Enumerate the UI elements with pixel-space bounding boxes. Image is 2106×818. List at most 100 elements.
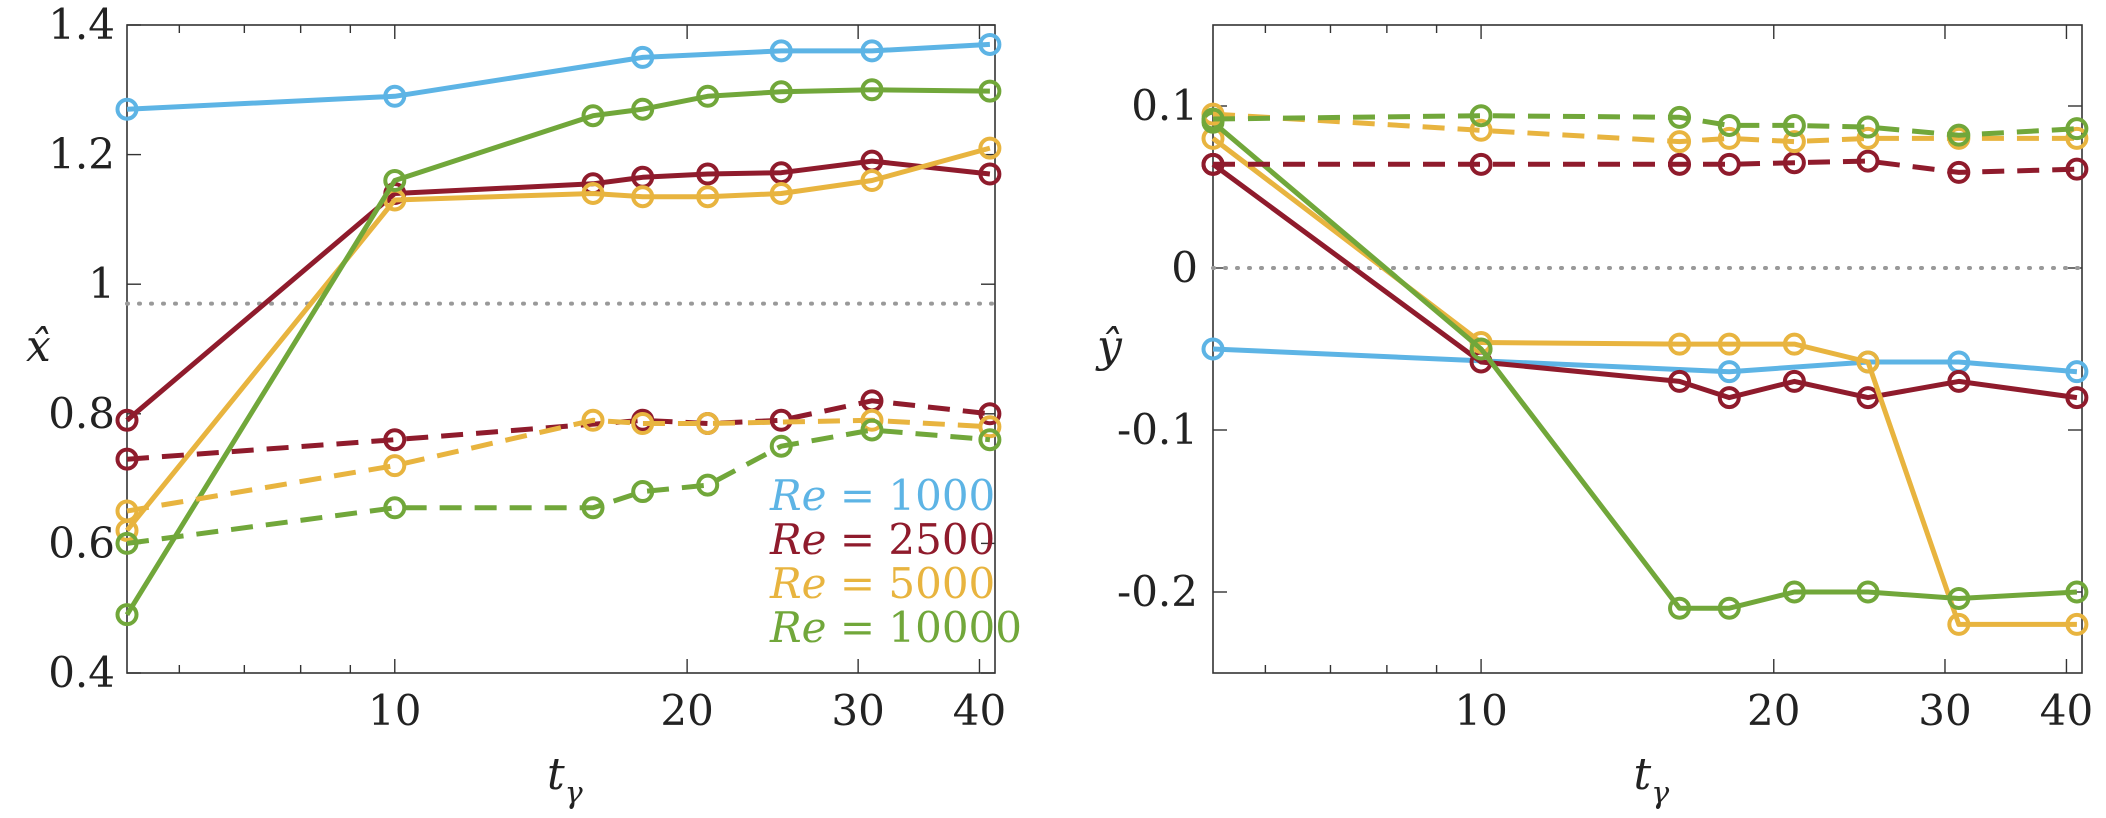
right-point-re5000-dashed bbox=[1717, 126, 1741, 150]
left-point-re5000-solid bbox=[978, 136, 1002, 160]
right-point-re5000-dashed bbox=[1668, 130, 1692, 154]
left-series-re5000-solid bbox=[125, 145, 991, 532]
right-series-re5000-solid bbox=[1211, 136, 2077, 627]
legend-value: = 2500 bbox=[826, 515, 995, 564]
left-point-re10000-dashed bbox=[978, 428, 1002, 452]
legend-entry-re5000: Re = 5000 bbox=[769, 559, 995, 608]
right-series-re2500-solid bbox=[1211, 162, 2078, 401]
right-point-re5000-solid bbox=[2065, 612, 2089, 636]
left-xtick-label: 10 bbox=[368, 686, 421, 735]
right-ytick-label: 0 bbox=[1171, 243, 1198, 292]
chart-right-y-hat: 10 20 30 40 -0.2 -0.1 0 0.1 ŷ tγ bbox=[1095, 24, 2093, 811]
left-point-re10000-dashed bbox=[696, 473, 720, 497]
right-point-re5000-solid bbox=[1947, 612, 1971, 636]
left-series-re1000-solid bbox=[126, 41, 991, 112]
legend-value: = 10000 bbox=[826, 603, 1022, 652]
left-series-re10000-solid bbox=[124, 87, 990, 617]
right-point-re5000-dashed bbox=[1782, 130, 1806, 154]
left-point-re10000-solid bbox=[860, 78, 884, 102]
left-point-re1000-solid bbox=[631, 45, 655, 69]
left-ytick-label: 1 bbox=[88, 259, 115, 308]
left-series-re2500-solid bbox=[125, 158, 991, 423]
legend-entry-re1000: Re = 1000 bbox=[769, 471, 995, 520]
right-axes-frame bbox=[1212, 24, 2083, 674]
left-point-re10000-dashed bbox=[581, 496, 605, 520]
right-point-re2500-dashed bbox=[1201, 152, 1225, 176]
left-point-re5000-dashed bbox=[115, 499, 139, 523]
right-point-re10000-dashed bbox=[1717, 113, 1741, 137]
legend-var: Re bbox=[769, 471, 826, 520]
left-point-re10000-dashed bbox=[383, 496, 407, 520]
right-point-re10000-solid bbox=[1782, 580, 1806, 604]
left-ytick-label: 0.8 bbox=[48, 389, 115, 438]
left-point-re5000-solid bbox=[696, 185, 720, 209]
right-point-re2500-dashed bbox=[1856, 149, 1880, 173]
legend-var: Re bbox=[769, 515, 826, 564]
right-point-re5000-solid bbox=[1856, 350, 1880, 374]
right-point-re5000-dashed bbox=[1469, 118, 1493, 142]
left-point-re5000-solid bbox=[860, 169, 884, 193]
right-point-re5000-dashed bbox=[2065, 126, 2089, 150]
left-point-re1000-solid bbox=[115, 97, 139, 121]
right-point-re10000-solid bbox=[1856, 580, 1880, 604]
left-series-re2500-dashed bbox=[126, 398, 991, 462]
right-xtick-label: 40 bbox=[2040, 686, 2093, 735]
left-ylabel: x̂ bbox=[26, 321, 51, 372]
legend-value: = 5000 bbox=[826, 559, 995, 608]
legend-value: = 1000 bbox=[826, 471, 995, 520]
left-point-re5000-solid bbox=[769, 181, 793, 205]
left-point-re5000-solid bbox=[581, 181, 605, 205]
right-point-re5000-solid bbox=[1717, 332, 1741, 356]
right-point-re10000-dashed bbox=[1668, 105, 1692, 129]
left-ytick-label: 0.6 bbox=[48, 518, 115, 567]
right-point-re10000-dashed bbox=[1947, 123, 1971, 147]
left-ytick-label: 0.4 bbox=[48, 648, 115, 697]
left-point-re2500-solid bbox=[978, 162, 1002, 186]
right-point-re5000-solid bbox=[1668, 332, 1692, 356]
right-point-re5000-dashed bbox=[1856, 126, 1880, 150]
left-ytick-label: 1.4 bbox=[48, 0, 115, 49]
right-point-re1000-solid bbox=[1717, 360, 1741, 384]
left-point-re1000-solid bbox=[978, 32, 1002, 56]
legend-var: Re bbox=[769, 603, 826, 652]
right-point-re2500-dashed bbox=[1782, 151, 1806, 175]
left-xtick-label: 30 bbox=[831, 686, 884, 735]
left-point-re5000-dashed bbox=[383, 454, 407, 478]
right-point-re10000-solid bbox=[1668, 596, 1692, 620]
left-xtick-label: 40 bbox=[953, 686, 1006, 735]
right-point-re2500-solid bbox=[1668, 369, 1692, 393]
right-ytick-label: 0.1 bbox=[1131, 81, 1198, 130]
left-xlabel-subscript: γ bbox=[565, 776, 583, 811]
right-point-re2500-solid bbox=[1717, 386, 1741, 410]
left-point-re10000-solid bbox=[631, 97, 655, 121]
legend-var: Re bbox=[769, 559, 826, 608]
right-xtick-label: 30 bbox=[1918, 686, 1971, 735]
left-xlabel: tγ bbox=[547, 749, 583, 811]
right-point-re10000-solid bbox=[1947, 586, 1971, 610]
left-ytick-label: 1.2 bbox=[48, 130, 115, 179]
right-point-re2500-dashed bbox=[1668, 152, 1692, 176]
right-point-re10000-dashed bbox=[2065, 117, 2089, 141]
right-xtick-label: 10 bbox=[1454, 686, 1507, 735]
legend-entry-re10000: Re = 10000 bbox=[769, 603, 1022, 652]
right-point-re2500-dashed bbox=[1947, 160, 1971, 184]
right-point-re10000-dashed bbox=[1469, 104, 1493, 128]
left-point-re10000-solid bbox=[696, 84, 720, 108]
right-xtick-label: 20 bbox=[1747, 686, 1800, 735]
left-point-re1000-solid bbox=[769, 39, 793, 63]
left-point-re10000-dashed bbox=[115, 531, 139, 555]
right-point-re10000-solid bbox=[1717, 596, 1741, 620]
left-point-re10000-dashed bbox=[860, 418, 884, 442]
left-point-re10000-solid bbox=[769, 80, 793, 104]
right-series-re1000-solid bbox=[1212, 346, 2078, 375]
left-point-re5000-dashed bbox=[631, 412, 655, 436]
left-point-re2500-dashed bbox=[383, 428, 407, 452]
right-point-re10000-solid bbox=[1469, 337, 1493, 361]
right-point-re2500-solid bbox=[1856, 386, 1880, 410]
left-point-re10000-solid bbox=[383, 169, 407, 193]
left-point-re1000-solid bbox=[383, 84, 407, 108]
left-point-re2500-solid bbox=[696, 162, 720, 186]
right-point-re2500-dashed bbox=[2065, 157, 2089, 181]
right-point-re1000-solid bbox=[2065, 360, 2089, 384]
